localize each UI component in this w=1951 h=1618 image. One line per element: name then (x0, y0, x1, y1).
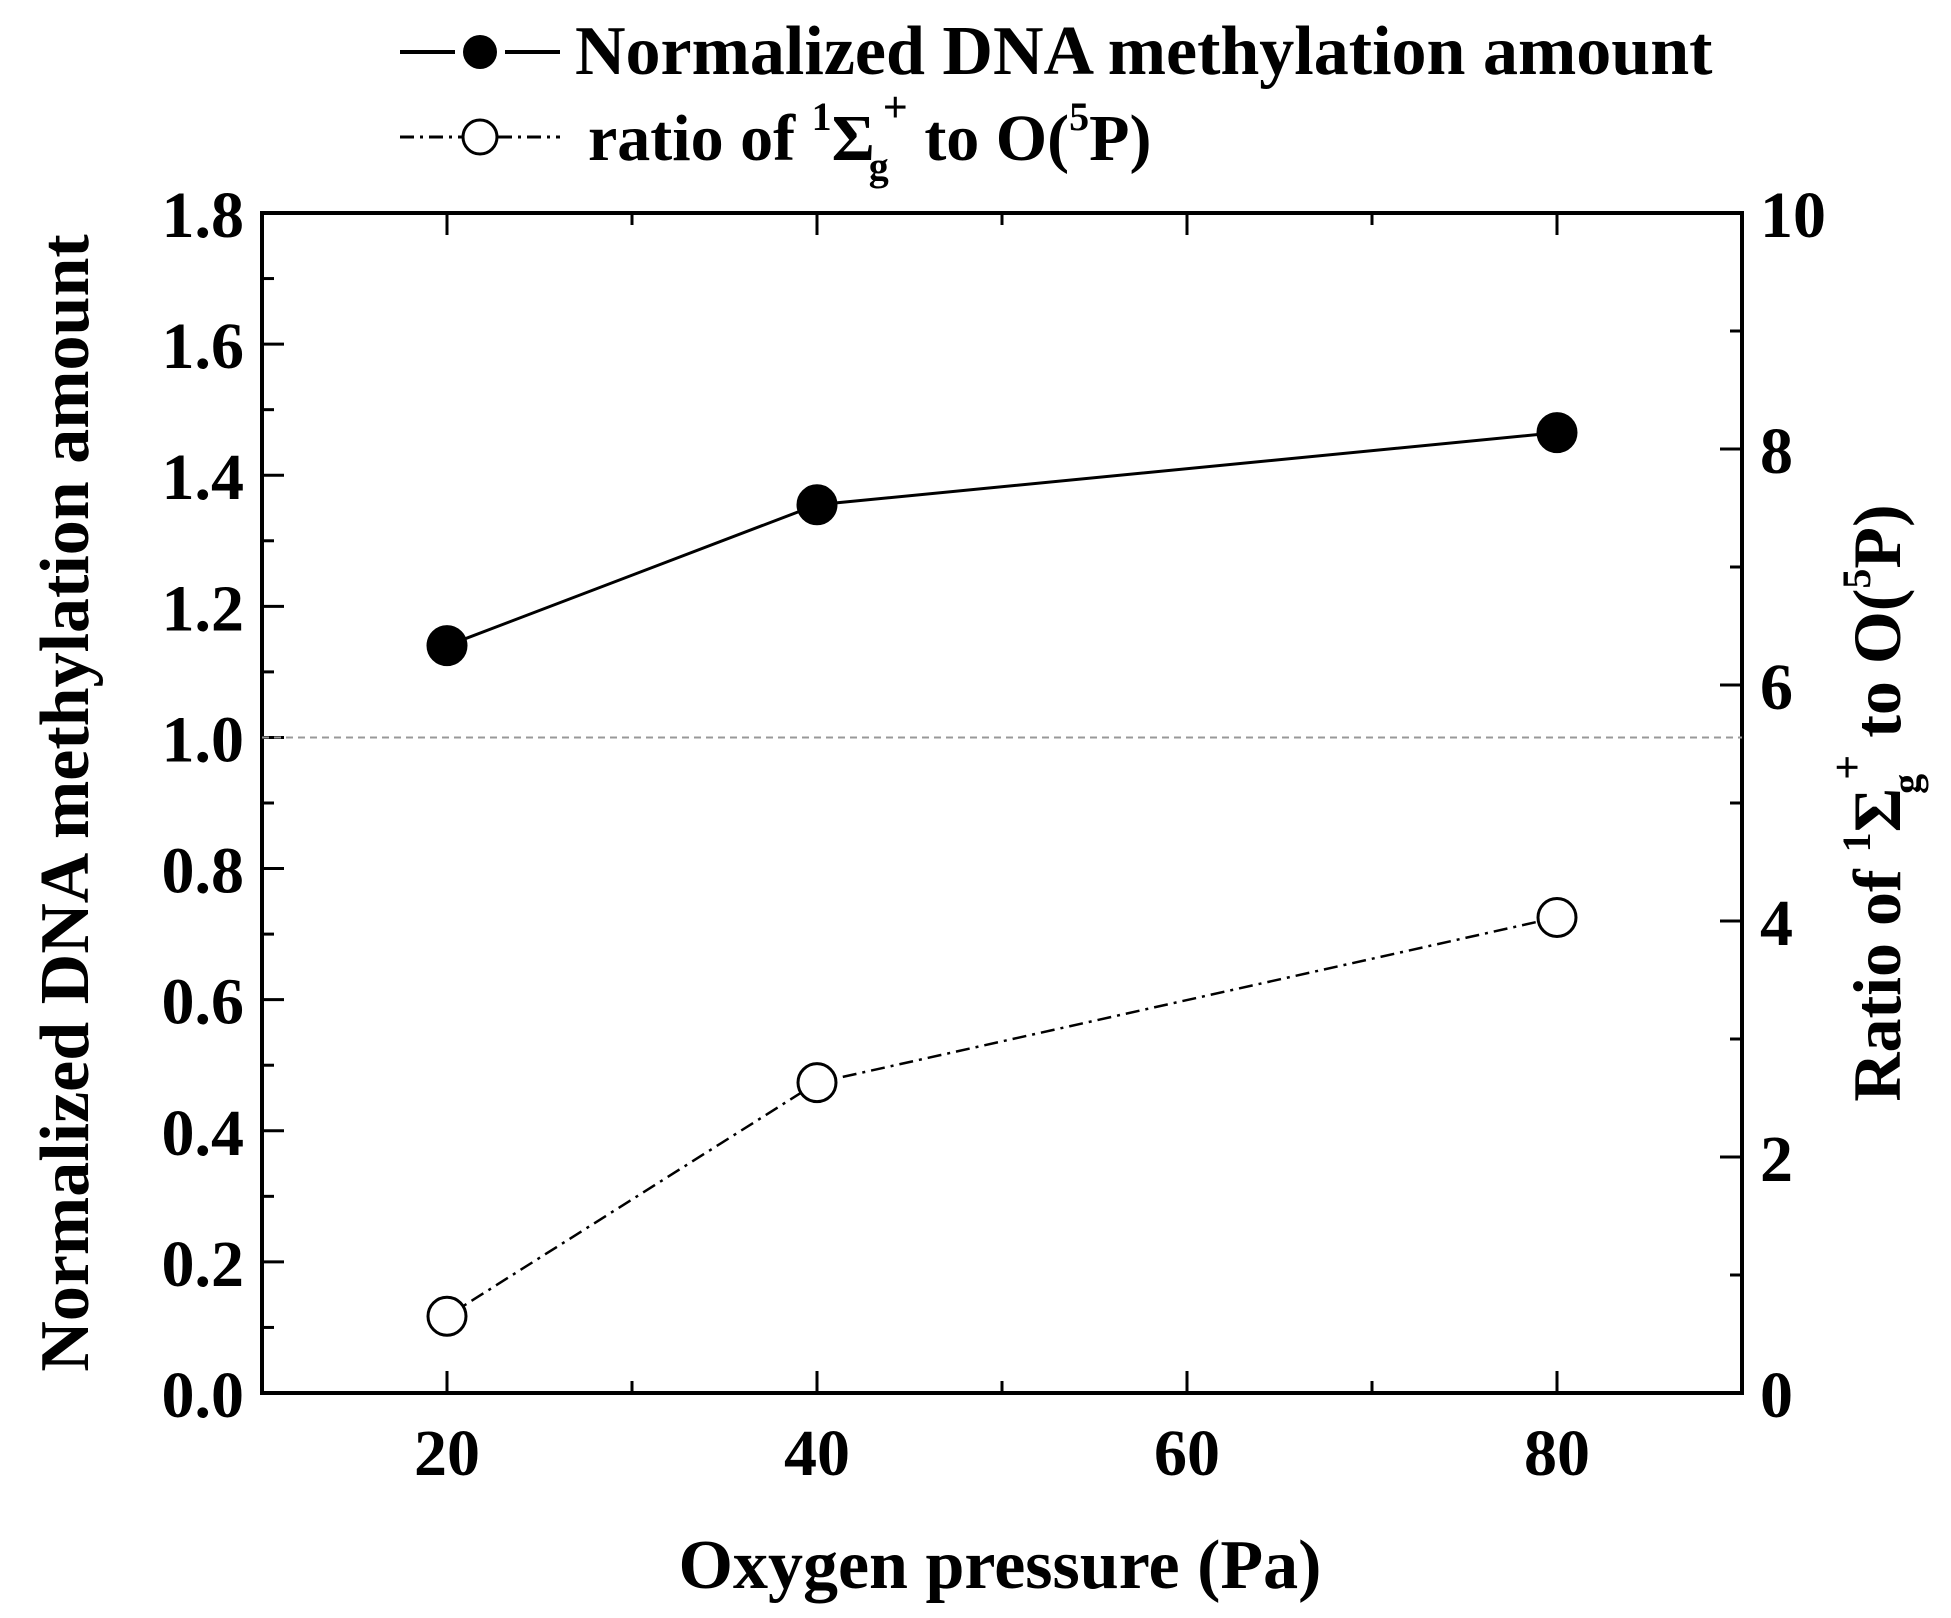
legend-marker-open (461, 118, 499, 156)
x-tick-label: 60 (1154, 1417, 1220, 1490)
left-tick-label: 0.2 (162, 1228, 245, 1301)
x-tick-label: 80 (1524, 1417, 1590, 1490)
legend-marker-filled (463, 35, 497, 69)
legend: Normalized DNA methylation amount ratio … (400, 13, 1712, 189)
legend-entry-methylation: Normalized DNA methylation amount (400, 13, 1712, 90)
right-axis-title: Ratio of 1Σg+ to O(5P) (1823, 504, 1929, 1101)
left-tick-label: 0.6 (162, 966, 245, 1039)
data-point-ratio (426, 1295, 468, 1337)
legend-label-ratio: ratio of 1Σg+ to O(5P) (588, 83, 1151, 189)
right-tick-label: 0 (1760, 1359, 1793, 1432)
axis-ticks (262, 211, 1742, 1395)
left-tick-label: 1.2 (162, 572, 245, 645)
axis-tick-labels: 20 40 60 80 0.0 0.2 0.4 0.6 0.8 1.0 1.2 1.4 1.6 1.8 0 2… (162, 179, 1827, 1490)
data-point-methylation (426, 625, 468, 667)
right-tick-label: 2 (1760, 1123, 1793, 1196)
left-tick-label: 1.8 (162, 179, 245, 252)
data-point-methylation (796, 484, 838, 526)
left-tick-label: 1.4 (162, 441, 245, 514)
data-point-ratio (1536, 896, 1578, 938)
left-axis-title: Normalized DNA methylation amount (27, 234, 104, 1371)
left-tick-label: 1.6 (162, 310, 245, 383)
plot-frame (260, 211, 1744, 1395)
series-line-ratio (446, 916, 1558, 1318)
left-tick-label: 0.4 (162, 1097, 245, 1170)
left-tick-label: 1.0 (162, 703, 245, 776)
right-tick-label: 8 (1760, 415, 1793, 488)
left-tick-label: 0.0 (162, 1359, 245, 1432)
x-axis-title: Oxygen pressure (Pa) (679, 1527, 1322, 1604)
left-tick-label: 0.8 (162, 835, 245, 908)
right-tick-label: 4 (1760, 887, 1793, 960)
right-tick-label: 6 (1760, 651, 1793, 724)
x-tick-label: 40 (784, 1417, 850, 1490)
legend-label-methylation: Normalized DNA methylation amount (575, 13, 1712, 90)
right-tick-label: 10 (1760, 179, 1826, 252)
series-group (426, 412, 1578, 1337)
x-tick-label: 20 (414, 1417, 480, 1490)
series-line-methylation (446, 431, 1558, 648)
data-point-methylation (1536, 412, 1578, 454)
data-point-ratio (796, 1062, 838, 1104)
legend-entry-ratio: ratio of 1Σg+ to O(5P) (400, 83, 1151, 189)
